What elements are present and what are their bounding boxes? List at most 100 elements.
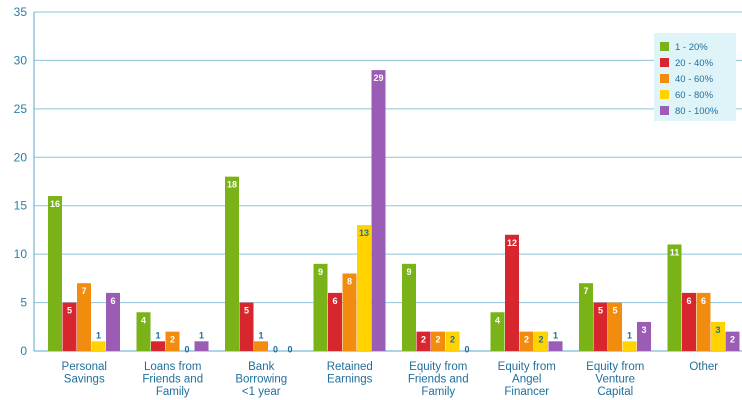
bar (239, 302, 254, 351)
category-label: Loans from Friends and Family (142, 361, 203, 398)
bar (151, 341, 165, 351)
legend-swatch (660, 74, 669, 83)
data-label: 0 (464, 344, 469, 354)
bar (579, 283, 593, 351)
data-label: 0 (184, 344, 189, 354)
category-label: Equity from Friends and Family (408, 361, 469, 398)
category-label: Bank Borrowing <1 year (235, 361, 287, 398)
data-label: 0 (287, 344, 292, 354)
data-label: 2 (170, 335, 175, 345)
bar (328, 292, 342, 351)
data-label: 9 (318, 267, 323, 277)
data-label: 1 (199, 330, 204, 340)
bar (622, 341, 637, 351)
data-label: 18 (227, 180, 237, 190)
legend-entry: 1 - 20% (675, 42, 708, 53)
data-label: 5 (67, 306, 72, 316)
category-label: Other (689, 361, 718, 373)
data-label: 2 (524, 335, 529, 345)
bar (431, 331, 445, 351)
y-tick-label: 30 (14, 53, 28, 67)
data-label: 13 (359, 228, 369, 238)
bar (445, 331, 460, 351)
legend-swatch (660, 90, 669, 99)
data-label: 11 (670, 247, 680, 257)
legend: 1 - 20% 20 - 40% 40 - 60% 60 - 80% 80 - 100% (654, 33, 736, 121)
bar (402, 263, 416, 351)
bar (225, 176, 239, 351)
data-label: 2 (538, 335, 543, 345)
bar (725, 331, 740, 351)
bar (696, 292, 711, 351)
data-label: 3 (641, 325, 646, 335)
y-tick-label: 0 (20, 344, 27, 358)
bar (254, 341, 268, 351)
bar (505, 234, 519, 351)
bar (357, 225, 371, 351)
data-label: 6 (701, 296, 706, 306)
data-label: 2 (421, 335, 426, 345)
bar (106, 292, 120, 351)
data-label: 29 (373, 73, 383, 83)
bar (667, 244, 682, 351)
bar (548, 341, 563, 351)
bar (371, 70, 386, 351)
data-label: 1 (258, 330, 263, 340)
legend-entry: 60 - 80% (675, 90, 714, 101)
data-label: 12 (507, 238, 517, 248)
bar (711, 321, 725, 351)
category-label: Equity from Venture Capital (586, 361, 644, 398)
data-label: 6 (686, 296, 691, 306)
y-tick-label: 20 (14, 150, 28, 164)
data-label: 16 (50, 199, 60, 209)
data-label: 9 (406, 267, 411, 277)
data-label: 2 (730, 335, 735, 345)
bar (682, 292, 696, 351)
grid-lines (34, 11, 742, 304)
data-label: 0 (273, 344, 278, 354)
bar (91, 341, 106, 351)
legend-swatch (660, 42, 669, 51)
category-labels: Personal Savings Loans from Friends and Fami… (62, 361, 719, 398)
bar (608, 302, 622, 351)
y-axis-tick-labels: 0 5 10 15 20 25 30 35 (14, 5, 28, 358)
data-label: 1 (96, 330, 101, 340)
data-label: 5 (612, 306, 617, 316)
bar (416, 331, 431, 351)
bar (637, 321, 651, 351)
y-tick-label: 10 (14, 247, 28, 261)
data-label: 7 (81, 286, 86, 296)
y-tick-label: 15 (14, 199, 28, 213)
bar (194, 341, 209, 351)
bars (48, 70, 740, 351)
data-label: 5 (598, 306, 603, 316)
data-label: 5 (244, 306, 249, 316)
legend-entry: 20 - 40% (675, 58, 714, 69)
data-label: 6 (110, 296, 115, 306)
bar (490, 312, 505, 351)
bar (77, 283, 91, 351)
bar (519, 331, 534, 351)
data-label: 3 (715, 325, 720, 335)
axes (33, 12, 742, 352)
bar (534, 331, 548, 351)
data-label: 4 (141, 315, 146, 325)
data-label: 8 (347, 277, 352, 287)
y-tick-label: 25 (14, 102, 28, 116)
bar (48, 196, 62, 351)
data-label: 6 (332, 296, 337, 306)
bar (313, 263, 328, 351)
data-label: 2 (450, 335, 455, 345)
legend-entry: 80 - 100% (675, 106, 719, 117)
bar (62, 302, 77, 351)
data-label: 2 (435, 335, 440, 345)
category-label: Equity from Angel Financer (498, 361, 556, 398)
data-label: 7 (583, 286, 588, 296)
category-label: Retained Earnings (327, 361, 373, 386)
bar (136, 312, 151, 351)
bar (342, 273, 357, 351)
data-label: 1 (553, 330, 558, 340)
data-label: 4 (495, 315, 500, 325)
